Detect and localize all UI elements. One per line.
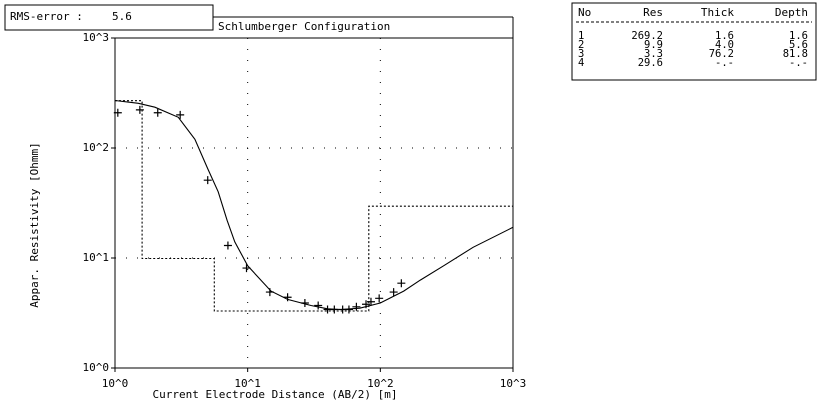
rms-label: RMS-error :	[10, 10, 83, 23]
rms-value: 5.6	[112, 10, 132, 23]
model-line	[115, 101, 513, 311]
table-header: No	[578, 6, 591, 19]
plot-frame	[115, 38, 513, 368]
data-point	[176, 111, 184, 119]
data-point	[224, 241, 232, 249]
y-tick-label: 10^2	[83, 141, 110, 154]
y-axis-label: Appar. Resistivity [Ohmm]	[28, 142, 41, 308]
x-tick-label: 10^0	[102, 377, 129, 390]
data-point	[136, 106, 144, 114]
x-tick-label: 10^3	[500, 377, 527, 390]
chart-title: Schlumberger Configuration	[218, 20, 390, 33]
fit-curve	[115, 101, 513, 310]
data-point	[397, 279, 405, 287]
table-cell: -.-	[789, 57, 808, 69]
table-cell: -.-	[715, 57, 734, 69]
y-tick-label: 10^3	[83, 31, 110, 44]
data-point	[204, 176, 212, 184]
data-point	[375, 294, 383, 302]
table-cell: 4	[578, 57, 584, 69]
x-tick-label: 10^2	[367, 377, 394, 390]
table-header: Depth	[775, 6, 808, 19]
x-tick-label: 10^1	[234, 377, 261, 390]
screen: RMS-error : 5.6 Schlumberger Configurati…	[0, 0, 821, 408]
y-tick-label: 10^1	[83, 251, 110, 264]
table-header: Thick	[701, 6, 734, 19]
data-point	[352, 303, 360, 311]
y-tick-label: 10^0	[83, 361, 110, 374]
x-axis-label: Current Electrode Distance (AB/2) [m]	[152, 388, 397, 401]
table-cell: 29.6	[638, 57, 663, 69]
data-point	[314, 301, 322, 309]
table-header: Res	[643, 6, 663, 19]
